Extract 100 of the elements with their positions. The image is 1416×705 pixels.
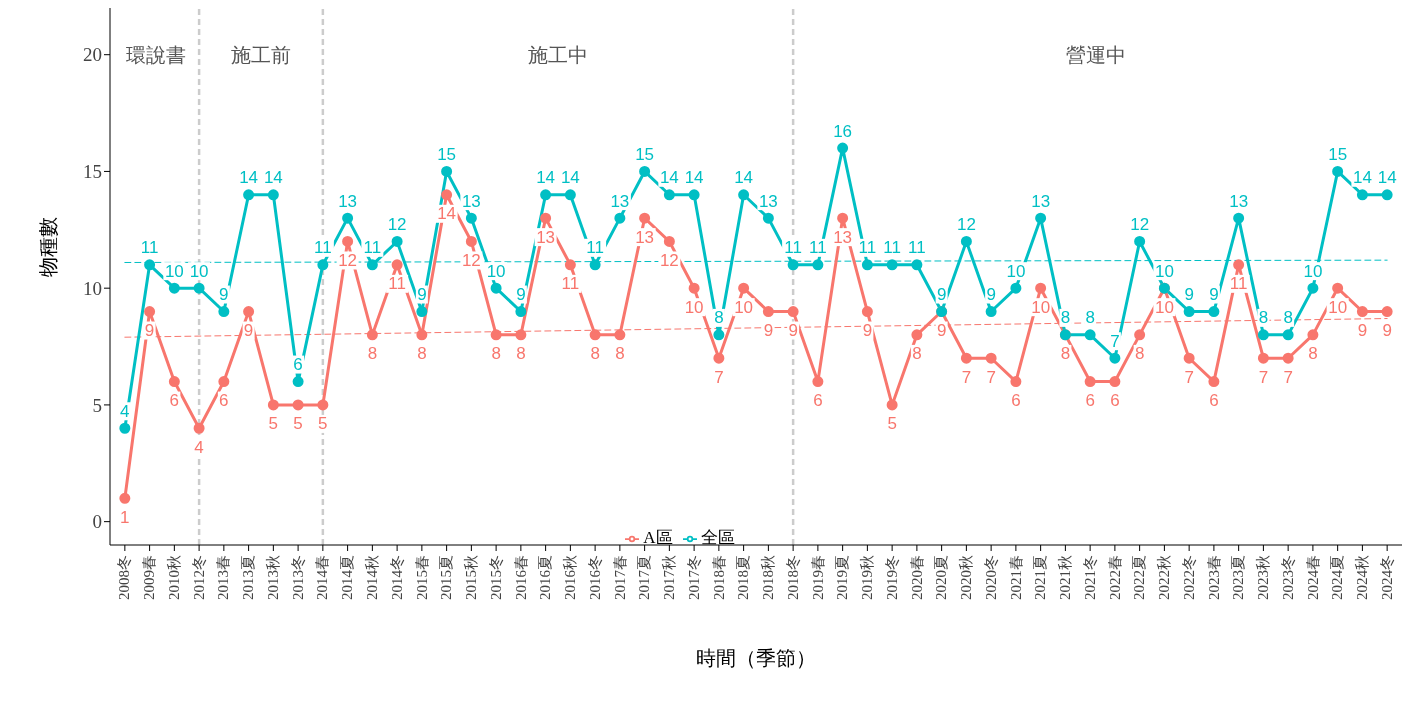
data-label: 8 — [1060, 308, 1071, 328]
data-label: 6 — [169, 391, 180, 411]
data-label: 13 — [1031, 191, 1051, 211]
data-label: 13 — [635, 227, 655, 247]
legend-label: 全區 — [700, 528, 735, 547]
y-tick-label: 0 — [92, 511, 102, 533]
data-label: 11 — [363, 238, 382, 258]
data-label: 9 — [516, 285, 526, 305]
x-tick-label: 2022春 — [1106, 555, 1123, 600]
data-label: 6 — [293, 355, 303, 375]
data-label: 8 — [1283, 308, 1293, 328]
x-tick-label: 2014夏 — [339, 555, 356, 600]
data-label: 14 — [1352, 168, 1372, 188]
x-tick-label: 2015春 — [413, 555, 430, 600]
data-label: 13 — [461, 191, 481, 211]
data-label: 6 — [1085, 391, 1095, 411]
data-label: 9 — [788, 321, 798, 341]
x-axis-title: 時間（季節） — [696, 647, 816, 669]
data-label: 10 — [1154, 261, 1174, 281]
data-label: 6 — [1011, 391, 1021, 411]
data-label: 7 — [714, 367, 724, 387]
x-tick-label: 2013夏 — [240, 555, 257, 600]
data-label: 5 — [293, 414, 303, 434]
data-label: 11 — [908, 238, 926, 258]
legend-label: A區 — [643, 528, 673, 547]
data-label: 14 — [560, 168, 580, 188]
data-label: 11 — [858, 238, 877, 258]
x-tick-label: 2022秋 — [1156, 555, 1173, 600]
data-label: 13 — [610, 191, 630, 211]
x-tick-label: 2016夏 — [537, 555, 554, 600]
data-label: 10 — [189, 261, 209, 281]
data-label: 4 — [120, 401, 130, 421]
x-tick-label: 2021夏 — [1032, 555, 1049, 600]
x-tick-label: 2015秋 — [463, 555, 480, 600]
data-label: 14 — [536, 168, 556, 188]
x-tick-label: 2016冬 — [586, 555, 603, 600]
data-label: 8 — [912, 344, 922, 364]
annotation: 施工中 — [527, 43, 588, 66]
data-label: 14 — [1377, 168, 1397, 188]
data-label: 9 — [862, 321, 873, 341]
data-label: 15 — [1328, 144, 1348, 164]
data-label: 12 — [387, 214, 407, 234]
y-tick-label: 15 — [83, 161, 102, 183]
data-label: 7 — [1258, 367, 1269, 387]
x-tick-label: 2024春 — [1304, 555, 1321, 600]
data-label: 9 — [1209, 285, 1219, 305]
data-label: 13 — [338, 191, 358, 211]
data-label: 10 — [164, 261, 184, 281]
x-tick-label: 2019春 — [809, 555, 826, 600]
x-tick-label: 2014春 — [314, 555, 331, 600]
data-label: 8 — [1258, 308, 1269, 328]
data-label: 8 — [516, 344, 526, 364]
x-tick-label: 2014秋 — [364, 555, 381, 600]
data-label: 10 — [734, 297, 754, 317]
data-label: 14 — [437, 204, 457, 224]
x-tick-label: 2022夏 — [1131, 555, 1148, 600]
data-label: 9 — [1357, 321, 1368, 341]
x-tick-label: 2024夏 — [1329, 555, 1346, 600]
annotation: 營運中 — [1066, 43, 1127, 66]
data-label: 14 — [734, 168, 754, 188]
data-label: 9 — [763, 321, 774, 341]
data-label: 10 — [1154, 297, 1174, 317]
data-label: 12 — [338, 250, 358, 270]
data-label: 12 — [1130, 214, 1150, 234]
data-label: 8 — [714, 308, 724, 328]
data-label: 6 — [1110, 391, 1120, 411]
x-tick-label: 2018冬 — [784, 555, 801, 600]
data-label: 14 — [659, 168, 679, 188]
data-label: 12 — [659, 250, 679, 270]
data-label: 9 — [936, 321, 947, 341]
data-label: 5 — [268, 414, 279, 434]
x-tick-label: 2023秋 — [1255, 555, 1272, 600]
data-label: 11 — [140, 238, 159, 258]
x-tick-label: 2008冬 — [116, 555, 133, 600]
data-label: 11 — [809, 238, 827, 258]
x-tick-label: 2020春 — [908, 555, 925, 600]
x-tick-label: 2023冬 — [1279, 555, 1296, 600]
x-tick-label: 2013春 — [215, 555, 232, 600]
x-tick-label: 2010秋 — [166, 555, 182, 600]
annotation: 環說書 — [125, 43, 186, 66]
x-tick-label: 2018夏 — [735, 555, 752, 600]
x-tick-label: 2017夏 — [636, 555, 653, 600]
data-label: 15 — [635, 144, 655, 164]
data-label: 10 — [684, 297, 704, 317]
data-label: 7 — [1184, 367, 1194, 387]
x-tick-label: 2013冬 — [289, 555, 306, 600]
data-label: 5 — [887, 414, 897, 434]
y-axis-title: 物種數 — [37, 216, 60, 277]
data-label: 7 — [1283, 367, 1293, 387]
data-label: 8 — [1308, 344, 1318, 364]
x-tick-label: 2017冬 — [685, 555, 702, 600]
data-label: 7 — [961, 367, 972, 387]
data-label: 7 — [986, 367, 996, 387]
data-label: 10 — [486, 261, 506, 281]
data-label: 14 — [263, 168, 283, 188]
x-tick-label: 2021春 — [1007, 555, 1024, 600]
data-label: 9 — [144, 321, 155, 341]
data-label: 5 — [318, 414, 328, 434]
x-tick-label: 2015夏 — [438, 555, 455, 600]
data-label: 11 — [586, 238, 604, 258]
